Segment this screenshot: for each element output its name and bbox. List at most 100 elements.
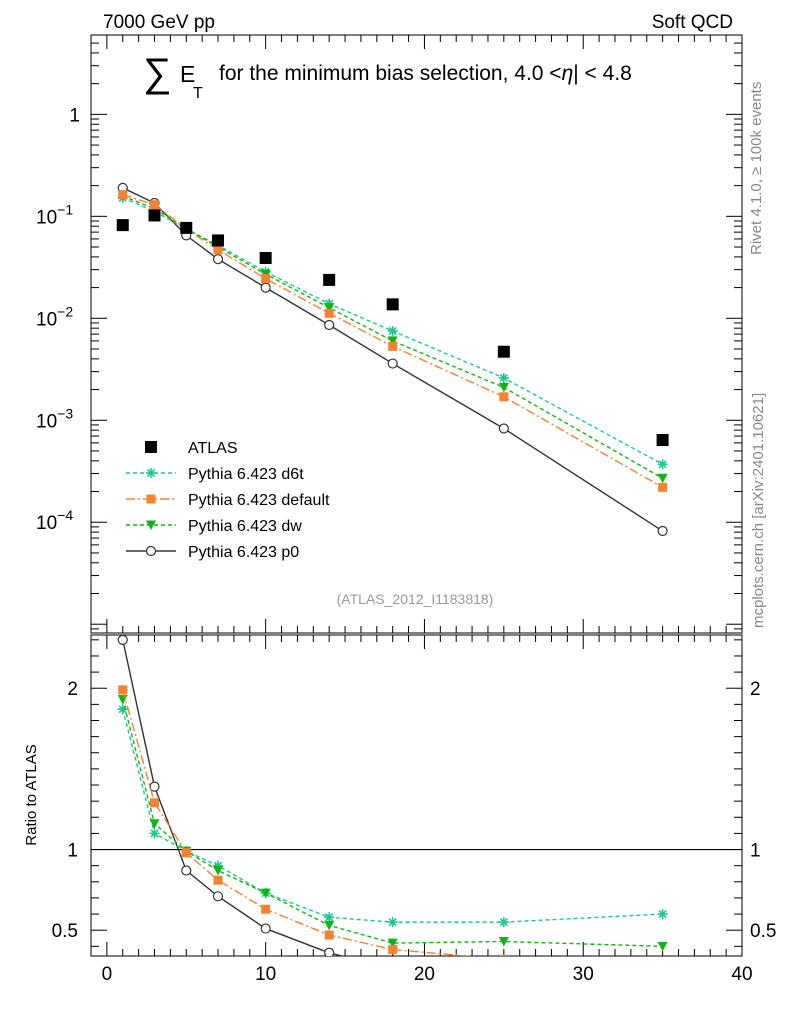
ratio-y-tick-label: 1 [67, 841, 78, 862]
main-point [657, 459, 668, 470]
ratio-point [117, 704, 128, 715]
ratio-axis-ticks: 0 10 20 30 40 0.5 0.5 1 1 2 2 [52, 635, 776, 985]
ratio-series-line [122, 639, 345, 956]
main-series-2 [118, 190, 668, 492]
legend-entry-4: Pythia 6.423 p0 [126, 544, 299, 561]
legend: ATLAS Pythia 6.423 d6t Pythia 6.423 defaul… [126, 440, 330, 561]
ratio-series-3 [117, 635, 667, 994]
ratio-point [118, 685, 128, 695]
ratio-x-tick-label: 0 [102, 964, 113, 985]
main-point [118, 190, 128, 200]
main-point [387, 336, 398, 346]
main-point [259, 252, 272, 265]
main-y-tick-label: 10−1 [36, 201, 73, 228]
main-point [497, 345, 510, 358]
ratio-point [498, 917, 509, 928]
ratio-point [324, 920, 335, 931]
legend-marker [145, 545, 157, 557]
main-point [656, 434, 669, 447]
ratio-point [149, 781, 160, 792]
title-text: for the minimum bias selection, 4.0 <η| … [219, 62, 632, 85]
main-point [657, 473, 668, 484]
ratio-point [149, 828, 160, 839]
main-point [388, 341, 398, 351]
ratio-point [388, 945, 398, 955]
ratio-point [324, 930, 334, 940]
ratio-y-tick-label-right: 0.5 [750, 921, 776, 942]
main-point [324, 303, 335, 313]
ratio-point [117, 635, 128, 645]
ratio-point [324, 912, 335, 923]
ratio-point [260, 888, 271, 899]
main-point [324, 308, 334, 318]
main-point [498, 372, 509, 383]
main-point [324, 319, 335, 331]
ratio-point [658, 985, 667, 994]
main-point [261, 274, 271, 284]
ratio-point [149, 819, 160, 829]
ratio-x-tick-label: 20 [414, 964, 435, 985]
main-point [386, 298, 399, 311]
legend-label: Pythia 6.423 p0 [188, 544, 299, 561]
main-y-tick-label: 10−3 [36, 405, 73, 432]
main-series [116, 182, 669, 537]
mcplots-label: mcplots.cern.ch [arXiv:2401.10621] [750, 393, 767, 628]
ratio-point [181, 848, 191, 858]
main-point [658, 482, 668, 492]
legend-marker [145, 441, 157, 453]
ratio-point [657, 909, 668, 920]
legend-label: Pythia 6.423 d6t [188, 466, 304, 483]
ratio-point [658, 956, 667, 965]
legend-entry-3: Pythia 6.423 dw [126, 518, 302, 535]
ratio-point [181, 865, 192, 876]
ratio-series-line [122, 709, 663, 923]
main-point [657, 525, 668, 537]
main-point [260, 282, 271, 293]
main-y-tick-label: 1 [69, 105, 80, 126]
main-point [116, 219, 129, 232]
ratio-point [150, 798, 160, 808]
main-axis-ticks: 10−4 10−3 10−2 10−1 1 [36, 34, 743, 633]
main-point [213, 245, 223, 255]
ratio-x-tick-label: 30 [573, 964, 594, 985]
legend-label: Pythia 6.423 default [188, 492, 330, 509]
main-series-1 [117, 192, 668, 470]
ratio-point [213, 860, 224, 871]
ratio-series-line [122, 699, 663, 948]
title-et-subscript: T [193, 85, 203, 102]
ratio-y-tick-label-right: 2 [750, 679, 761, 700]
ratio-x-tick-label: 40 [731, 964, 752, 985]
ratio-point [499, 977, 508, 986]
main-point [498, 423, 509, 434]
ratio-y-tick-label-right: 1 [750, 841, 761, 862]
legend-marker [146, 494, 156, 504]
main-point [498, 382, 509, 393]
main-point [387, 326, 398, 337]
legend-entry-1: Pythia 6.423 d6t [126, 466, 304, 483]
ratio-ylabel: Ratio to ATLAS [23, 744, 40, 845]
main-point [499, 392, 509, 402]
main-point [180, 221, 193, 234]
ratio-point [388, 964, 397, 973]
main-point [212, 254, 224, 265]
main-point [387, 358, 398, 369]
ratio-point [387, 917, 398, 928]
legend-marker [146, 520, 156, 530]
ratio-point [499, 954, 509, 956]
ratio-point [212, 891, 224, 902]
ratio-series-0 [117, 704, 668, 928]
main-point [148, 209, 161, 222]
legend-entry-2: Pythia 6.423 default [126, 492, 330, 509]
header-right: Soft QCD [652, 12, 733, 33]
header-left: 7000 GeV pp [103, 12, 215, 33]
main-y-tick-label: 10−4 [36, 507, 73, 534]
rivet-label: Rivet 4.1.0, ≥ 100k events [748, 82, 765, 255]
ratio-x-tick-label: 10 [255, 964, 276, 985]
legend-label: ATLAS [188, 440, 238, 457]
legend-label: Pythia 6.423 dw [188, 518, 302, 535]
ratio-point [261, 904, 271, 914]
ratio-y-tick-label: 2 [67, 679, 78, 700]
ratio-point [324, 947, 335, 956]
ratio-point [657, 941, 668, 952]
